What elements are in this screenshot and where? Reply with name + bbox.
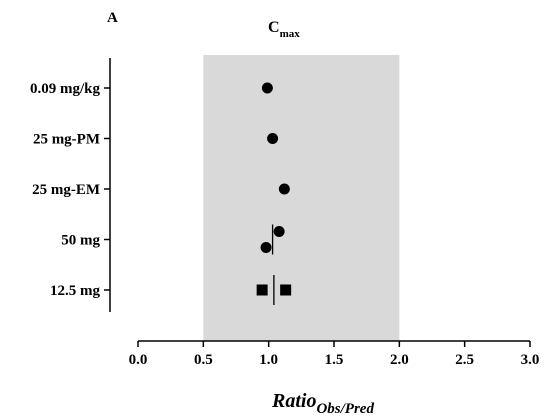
x-axis-label: RatioObs/Pred [271, 390, 374, 417]
y-tick-label: 0.09 mg/kg [30, 81, 101, 97]
x-tick-label: 2.0 [390, 352, 409, 368]
y-tick-label: 50 mg [61, 233, 100, 249]
x-tick-label: 0.0 [129, 352, 148, 368]
x-tick-label: 0.5 [194, 352, 213, 368]
acceptance-range-band [203, 55, 400, 341]
y-tick-label: 12.5 mg [50, 283, 100, 299]
data-point-circle [261, 82, 273, 94]
x-tick-label: 3.0 [521, 352, 540, 368]
y-tick-label: 25 mg-EM [32, 182, 100, 198]
chart-title-subscript: max [280, 28, 301, 40]
chart-title: Cmax [268, 19, 300, 40]
data-point-circle [267, 133, 279, 144]
data-point-circle [260, 242, 272, 253]
y-axis: 0.09 mg/kg 25 mg-PM 25 mg-EM 50 mg 12.5 mg [30, 58, 111, 312]
x-axis: 0.0 0.5 1.0 1.5 2.0 2.5 3.0 [129, 340, 540, 368]
x-tick-label: 2.5 [455, 352, 474, 368]
data-point-square [256, 284, 268, 296]
x-tick-label: 1.0 [259, 352, 278, 368]
data-point-square [280, 284, 292, 296]
x-axis-label-main: Ratio [271, 390, 316, 412]
data-marks [256, 82, 292, 305]
data-point-circle [273, 226, 285, 237]
x-tick-label: 1.5 [325, 352, 344, 368]
data-point-circle [278, 183, 290, 195]
chart-title-main: C [268, 19, 280, 36]
y-tick-label: 25 mg-PM [33, 132, 100, 148]
x-axis-label-subscript: Obs/Pred [316, 401, 374, 417]
panel-label: A [107, 10, 118, 26]
